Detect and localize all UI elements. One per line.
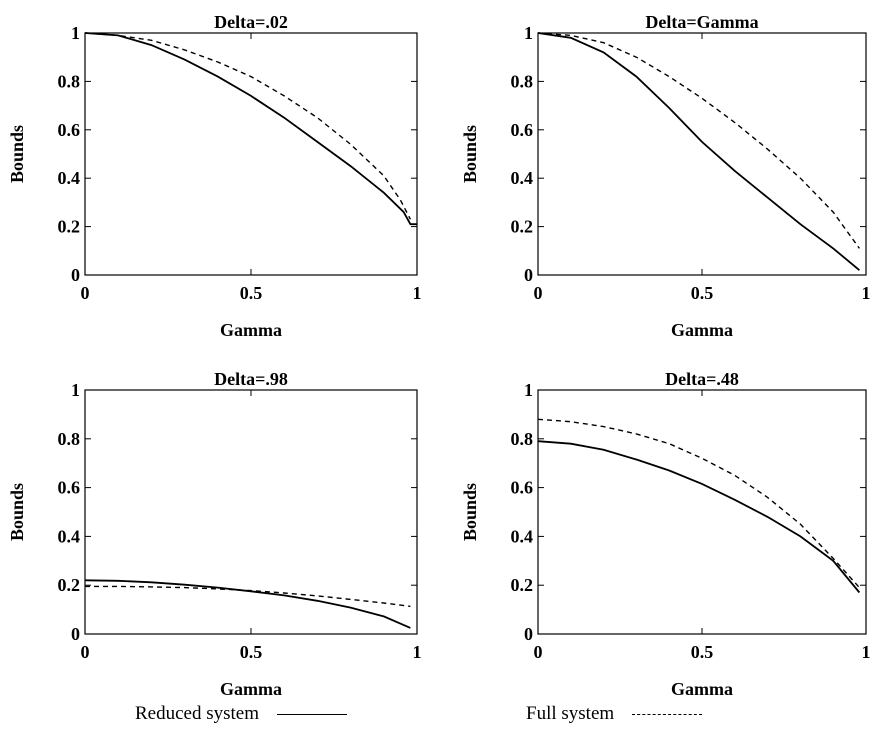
x-axis-label: Gamma <box>671 320 733 340</box>
y-axis-label: Bounds <box>7 125 27 183</box>
x-tick-label: 0.5 <box>240 283 263 303</box>
chart-title: Delta=.02 <box>214 12 288 32</box>
x-tick-label: 0.5 <box>691 283 714 303</box>
y-tick-label: 0.4 <box>511 168 534 188</box>
y-tick-label: 0 <box>524 265 533 285</box>
y-tick-label: 0.2 <box>511 217 534 237</box>
chart-panel-3: 0 0.2 0.4 0.6 0.8 1 0 0.5 1 Delta=.98 Gamma Bounds <box>7 369 422 699</box>
y-tick-label: 0 <box>71 265 80 285</box>
y-tick-label: 1 <box>524 380 533 400</box>
y-tick-label: 1 <box>71 23 80 43</box>
y-axis-label: Bounds <box>460 483 480 541</box>
y-tick-label: 1 <box>71 380 80 400</box>
y-tick-label: 0.8 <box>511 429 534 449</box>
x-tick-label: 0 <box>534 283 543 303</box>
plot-frame <box>537 32 867 276</box>
y-tick-label: 0.4 <box>58 168 81 188</box>
x-tick-label: 0.5 <box>240 642 263 662</box>
y-tick-label: 0.8 <box>511 71 534 91</box>
legend-reduced-swatch <box>277 713 348 715</box>
chart-title: Delta=.98 <box>214 369 288 389</box>
legend-reduced-label: Reduced system <box>135 703 260 724</box>
x-tick-label: 1 <box>862 283 871 303</box>
y-tick-label: 0.2 <box>58 575 81 595</box>
chart-panel-1: 0 0.2 0.4 0.6 0.8 1 0 0.5 1 Delta=.02 Gamma Bounds <box>7 12 422 340</box>
y-axis-label: Bounds <box>460 125 480 183</box>
x-tick-label: 0 <box>81 283 90 303</box>
x-tick-label: 1 <box>413 283 422 303</box>
x-tick-label: 0 <box>81 642 90 662</box>
plot-frame <box>84 389 418 635</box>
x-tick-label: 0 <box>534 642 543 662</box>
x-tick-label: 1 <box>413 642 422 662</box>
series-line-full-system <box>537 418 860 589</box>
y-tick-label: 0.6 <box>58 478 81 498</box>
series-line-reduced-system <box>84 579 411 629</box>
y-tick-label: 0.6 <box>511 478 534 498</box>
y-tick-label: 0.6 <box>58 120 81 140</box>
y-tick-label: 0.4 <box>511 526 534 546</box>
series-line-full-system <box>84 32 412 220</box>
legend-reduced: Reduced system <box>135 703 348 725</box>
series-line-full-system <box>85 585 411 608</box>
y-tick-label: 0 <box>71 624 80 644</box>
plot-frame <box>537 389 867 635</box>
series-line-reduced-system <box>84 32 417 226</box>
chart-panel-4: 0 0.2 0.4 0.6 0.8 1 0 0.5 1 Delta=.48 Gamma Bounds <box>460 369 871 699</box>
y-tick-label: 0 <box>524 624 533 644</box>
y-axis-label: Bounds <box>7 483 27 541</box>
y-tick-label: 0.2 <box>58 217 81 237</box>
y-tick-label: 0.8 <box>58 429 81 449</box>
chart-title: Delta=Gamma <box>645 12 758 32</box>
x-axis-label: Gamma <box>220 320 282 340</box>
legend-full-label: Full system <box>526 703 615 724</box>
y-tick-label: 0.6 <box>511 120 534 140</box>
plot-frame <box>84 32 418 276</box>
series-line-full-system <box>537 32 860 249</box>
x-tick-label: 0.5 <box>691 642 714 662</box>
y-tick-label: 0.4 <box>58 526 81 546</box>
chart-title: Delta=.48 <box>665 369 739 389</box>
series-line-reduced-system <box>537 32 860 271</box>
chart-panel-2: 0 0.2 0.4 0.6 0.8 1 0 0.5 1 Delta=Gamma Gamma Bound… <box>460 12 871 340</box>
x-axis-label: Gamma <box>220 679 282 699</box>
y-tick-label: 1 <box>524 23 533 43</box>
y-tick-label: 0.2 <box>511 575 534 595</box>
x-tick-label: 1 <box>862 642 871 662</box>
y-tick-label: 0.8 <box>58 71 81 91</box>
series-line-reduced-system <box>537 440 861 594</box>
x-axis-label: Gamma <box>671 679 733 699</box>
legend-full-swatch <box>632 713 703 715</box>
legend-full: Full system <box>526 703 703 725</box>
